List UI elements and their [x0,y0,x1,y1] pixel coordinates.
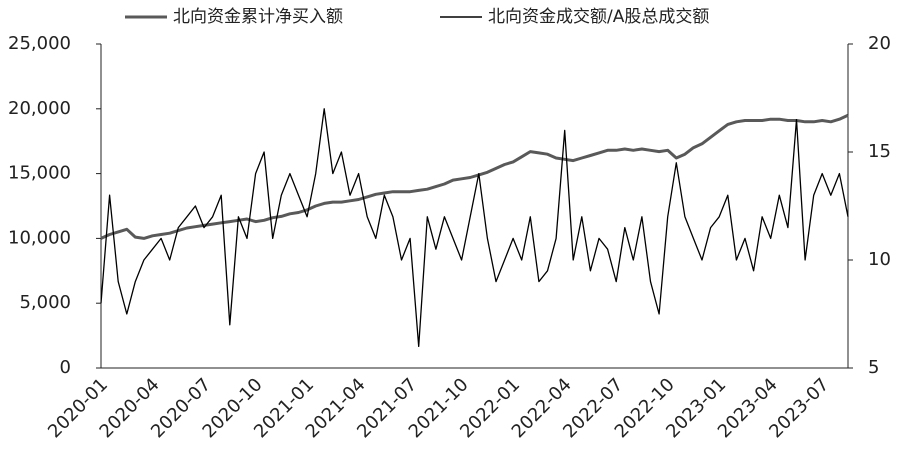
y2-tick-label: 10 [868,249,891,270]
y-tick-label: 5,000 [19,292,71,313]
y-tick-label: 25,000 [8,33,71,54]
y-tick-label: 10,000 [8,227,71,248]
series-line [100,113,849,240]
y2-tick-label: 15 [868,141,891,162]
y2-tick-label: 5 [868,357,879,378]
series-line [100,108,849,348]
legend-label: 北向资金成交额/A股总成交额 [488,7,709,27]
legend-label: 北向资金累计净买入额 [173,7,343,27]
y-tick-label: 20,000 [8,98,71,119]
y2-tick-label: 20 [868,33,891,54]
y-tick-label: 15,000 [8,163,71,184]
y-tick-label: 0 [60,357,71,378]
